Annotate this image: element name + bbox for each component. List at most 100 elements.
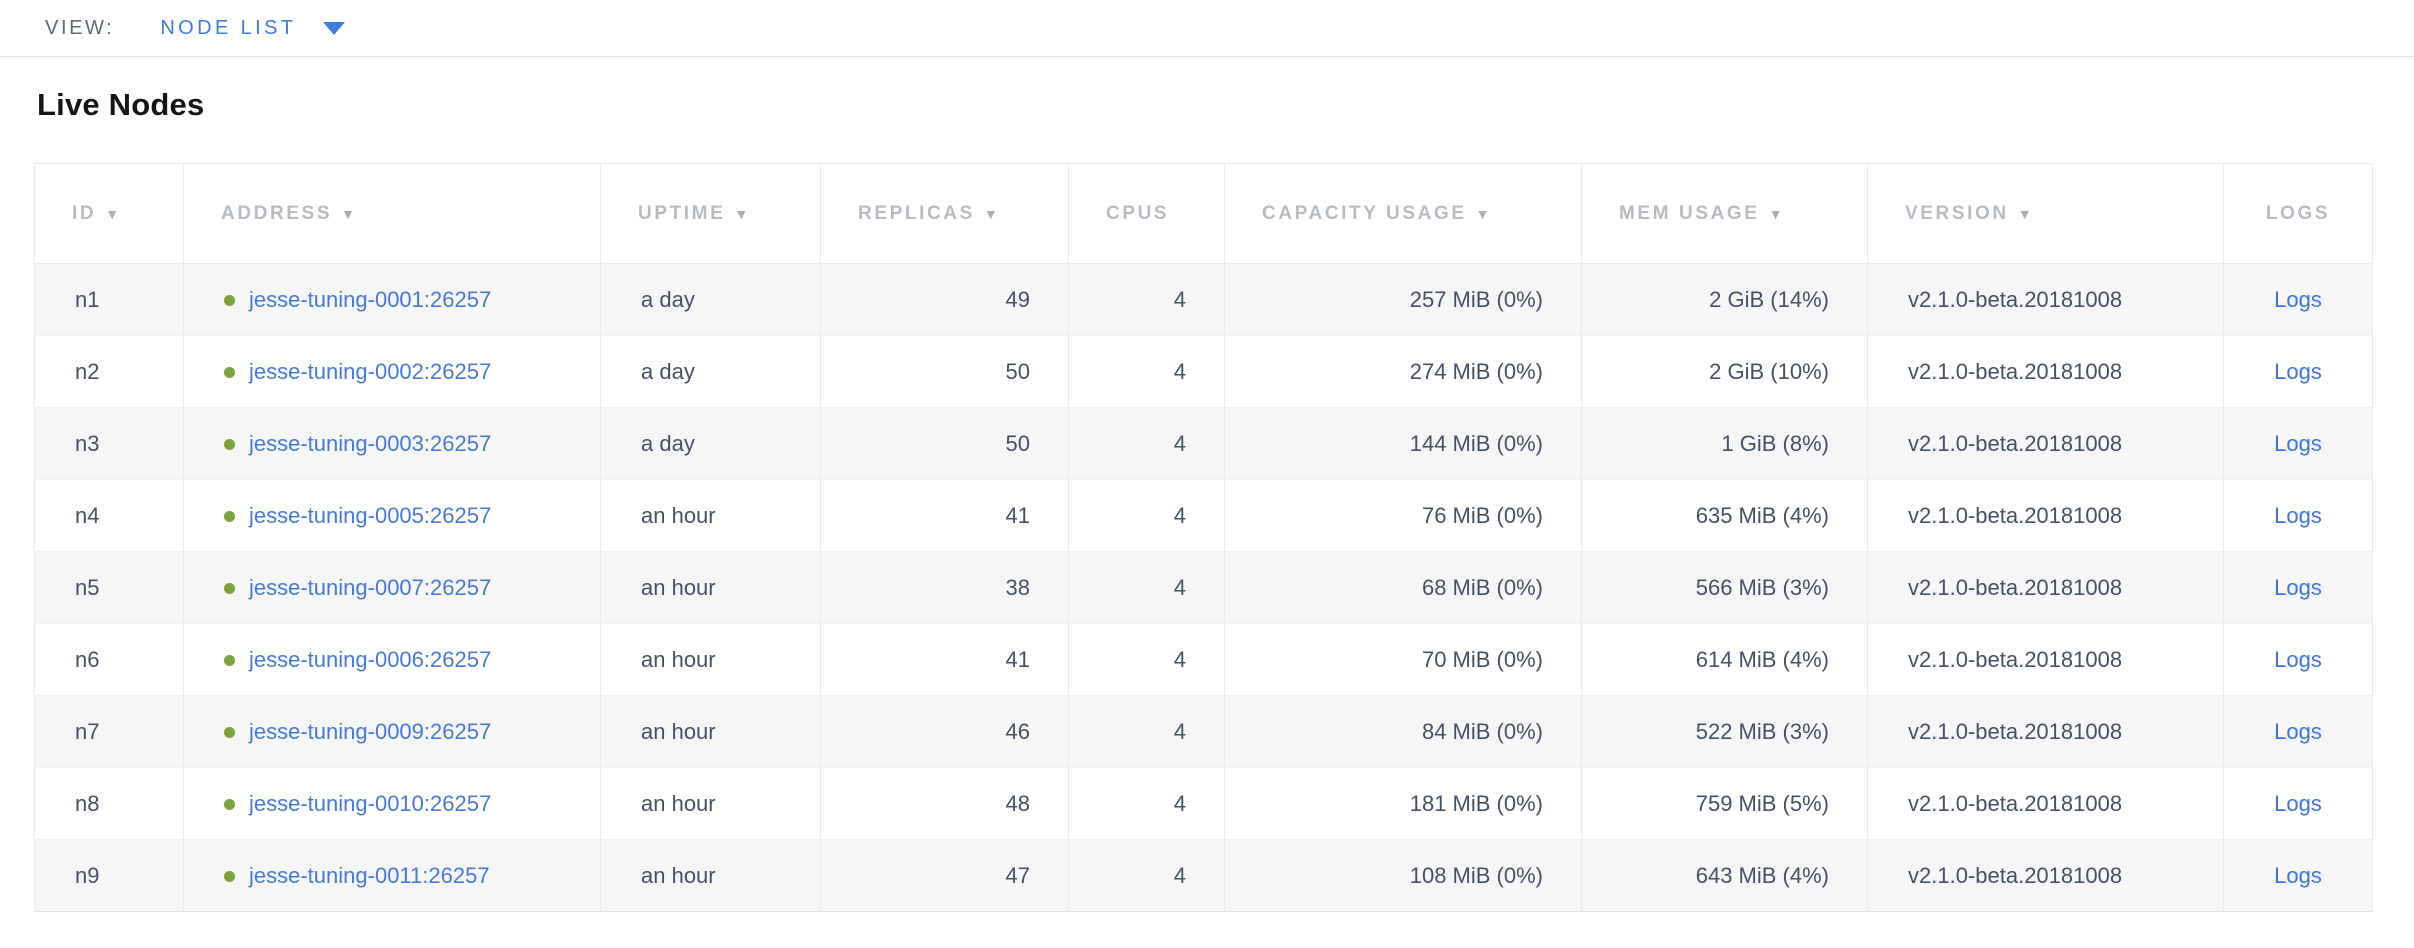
column-header-capacity-usage[interactable]: CAPACITY USAGE▼ <box>1225 164 1582 264</box>
cell-address: jesse-tuning-0009:26257 <box>184 696 601 768</box>
table-row: n9 jesse-tuning-0011:26257 an hour 47 4 … <box>35 840 2373 912</box>
cell-cpus: 4 <box>1069 264 1225 336</box>
logs-link[interactable]: Logs <box>2274 431 2322 456</box>
cell-replicas: 50 <box>821 336 1069 408</box>
node-live-icon <box>224 511 235 522</box>
cell-mem-usage: 522 MiB (3%) <box>1582 696 1868 768</box>
address-link[interactable]: jesse-tuning-0002:26257 <box>249 359 491 384</box>
page-title: Live Nodes <box>37 87 2414 123</box>
cell-capacity-usage: 108 MiB (0%) <box>1225 840 1582 912</box>
sort-arrow-icon: ▼ <box>341 206 355 222</box>
address-link[interactable]: jesse-tuning-0009:26257 <box>249 719 491 744</box>
cell-logs: Logs <box>2224 768 2373 840</box>
node-live-icon <box>224 367 235 378</box>
logs-link[interactable]: Logs <box>2274 503 2322 528</box>
node-live-icon <box>224 583 235 594</box>
cell-version: v2.1.0-beta.20181008 <box>1868 768 2224 840</box>
column-header-address[interactable]: ADDRESS▼ <box>184 164 601 264</box>
logs-link[interactable]: Logs <box>2274 287 2322 312</box>
cell-node-id: n5 <box>35 552 184 624</box>
logs-link[interactable]: Logs <box>2274 359 2322 384</box>
cell-capacity-usage: 181 MiB (0%) <box>1225 768 1582 840</box>
cell-cpus: 4 <box>1069 552 1225 624</box>
sort-arrow-icon: ▼ <box>1769 206 1783 222</box>
view-toolbar: VIEW: NODE LIST <box>0 0 2414 57</box>
logs-link[interactable]: Logs <box>2274 863 2322 888</box>
cell-address: jesse-tuning-0006:26257 <box>184 624 601 696</box>
cell-replicas: 41 <box>821 480 1069 552</box>
cell-node-id: n1 <box>35 264 184 336</box>
logs-link[interactable]: Logs <box>2274 791 2322 816</box>
sort-arrow-icon: ▼ <box>2018 206 2032 222</box>
cell-replicas: 49 <box>821 264 1069 336</box>
address-link[interactable]: jesse-tuning-0007:26257 <box>249 575 491 600</box>
cell-version: v2.1.0-beta.20181008 <box>1868 552 2224 624</box>
view-selector[interactable]: NODE LIST <box>160 17 344 40</box>
cell-replicas: 47 <box>821 840 1069 912</box>
cell-capacity-usage: 70 MiB (0%) <box>1225 624 1582 696</box>
column-header-mem-usage[interactable]: MEM USAGE▼ <box>1582 164 1868 264</box>
cell-uptime: a day <box>601 408 821 480</box>
logs-link[interactable]: Logs <box>2274 719 2322 744</box>
cell-capacity-usage: 76 MiB (0%) <box>1225 480 1582 552</box>
table-row: n1 jesse-tuning-0001:26257 a day 49 4 25… <box>35 264 2373 336</box>
cell-capacity-usage: 257 MiB (0%) <box>1225 264 1582 336</box>
cell-mem-usage: 566 MiB (3%) <box>1582 552 1868 624</box>
cell-cpus: 4 <box>1069 840 1225 912</box>
cell-uptime: a day <box>601 264 821 336</box>
table-row: n5 jesse-tuning-0007:26257 an hour 38 4 … <box>35 552 2373 624</box>
table-row: n6 jesse-tuning-0006:26257 an hour 41 4 … <box>35 624 2373 696</box>
cell-cpus: 4 <box>1069 696 1225 768</box>
column-header-id[interactable]: ID▼ <box>35 164 184 264</box>
address-link[interactable]: jesse-tuning-0006:26257 <box>249 647 491 672</box>
sort-arrow-icon: ▼ <box>1476 206 1490 222</box>
cell-node-id: n2 <box>35 336 184 408</box>
address-link[interactable]: jesse-tuning-0001:26257 <box>249 287 491 312</box>
address-link[interactable]: jesse-tuning-0003:26257 <box>249 431 491 456</box>
cell-address: jesse-tuning-0003:26257 <box>184 408 601 480</box>
chevron-down-icon <box>323 22 345 35</box>
logs-link[interactable]: Logs <box>2274 647 2322 672</box>
column-label: VERSION <box>1905 203 2009 224</box>
cell-node-id: n8 <box>35 768 184 840</box>
table-row: n8 jesse-tuning-0010:26257 an hour 48 4 … <box>35 768 2373 840</box>
node-live-icon <box>224 655 235 666</box>
cell-uptime: an hour <box>601 768 821 840</box>
cell-replicas: 41 <box>821 624 1069 696</box>
logs-link[interactable]: Logs <box>2274 575 2322 600</box>
node-live-icon <box>224 799 235 810</box>
node-live-icon <box>224 727 235 738</box>
cell-cpus: 4 <box>1069 408 1225 480</box>
view-label: VIEW: <box>45 17 114 40</box>
cell-capacity-usage: 144 MiB (0%) <box>1225 408 1582 480</box>
cell-uptime: an hour <box>601 624 821 696</box>
cell-replicas: 48 <box>821 768 1069 840</box>
node-live-icon <box>224 295 235 306</box>
cell-uptime: an hour <box>601 696 821 768</box>
address-link[interactable]: jesse-tuning-0010:26257 <box>249 791 491 816</box>
cell-mem-usage: 2 GiB (10%) <box>1582 336 1868 408</box>
cell-node-id: n6 <box>35 624 184 696</box>
cell-node-id: n3 <box>35 408 184 480</box>
cell-capacity-usage: 68 MiB (0%) <box>1225 552 1582 624</box>
cell-cpus: 4 <box>1069 480 1225 552</box>
column-label: ID <box>72 203 96 224</box>
cell-version: v2.1.0-beta.20181008 <box>1868 696 2224 768</box>
cell-uptime: an hour <box>601 480 821 552</box>
column-label: REPLICAS <box>858 203 975 224</box>
cell-version: v2.1.0-beta.20181008 <box>1868 408 2224 480</box>
address-link[interactable]: jesse-tuning-0011:26257 <box>249 863 490 888</box>
address-link[interactable]: jesse-tuning-0005:26257 <box>249 503 491 528</box>
column-header-uptime[interactable]: UPTIME▼ <box>601 164 821 264</box>
cell-logs: Logs <box>2224 408 2373 480</box>
column-header-replicas[interactable]: REPLICAS ▼ <box>821 164 1069 264</box>
cell-address: jesse-tuning-0007:26257 <box>184 552 601 624</box>
cell-mem-usage: 635 MiB (4%) <box>1582 480 1868 552</box>
sort-arrow-icon: ▼ <box>984 206 998 222</box>
cell-uptime: an hour <box>601 840 821 912</box>
node-live-icon <box>224 439 235 450</box>
cell-uptime: a day <box>601 336 821 408</box>
cell-mem-usage: 1 GiB (8%) <box>1582 408 1868 480</box>
column-header-version[interactable]: VERSION ▼ <box>1868 164 2224 264</box>
cell-replicas: 38 <box>821 552 1069 624</box>
